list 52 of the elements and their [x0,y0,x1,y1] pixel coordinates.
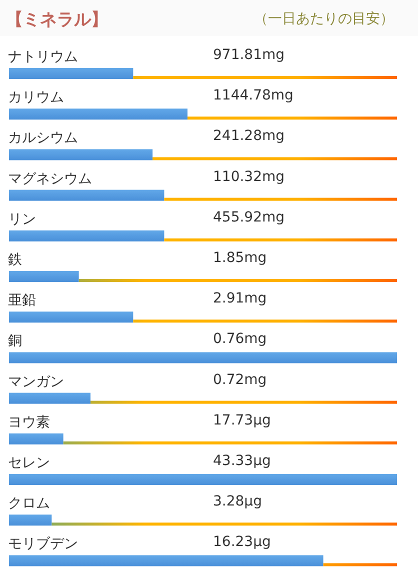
y-tick-label: マンガン [8,374,64,390]
bar [9,474,397,485]
bar [63,441,397,444]
bar [9,514,52,526]
annotation: 110.32mg [213,168,285,185]
annotation: 971.81mg [213,47,285,63]
y-tick-label: セレン [8,455,50,471]
y-tick-label: 亜鉛 [8,292,36,309]
annotation: 17.73μg [213,412,271,428]
bar [9,312,134,323]
annotation: 241.28mg [213,128,285,144]
bar [152,157,397,160]
y-tick-label: ナトリウム [8,49,78,65]
annotation: 455.92mg [213,209,285,226]
annotation: 0.72mg [213,372,267,388]
y-tick-label: カリウム [8,90,64,106]
annotation: 16.23μg [213,534,271,550]
annotation: 3.28μg [213,494,262,510]
annotation: 2.91mg [213,290,267,307]
bar [9,108,188,120]
y-tick-label: 銅 [8,333,22,350]
chart-subtitle: （一日あたりの目安） [254,11,394,27]
chart-title: 【ミネラル】 [6,10,108,30]
bar [323,563,397,566]
bar [9,555,324,566]
annotation: 43.33μg [213,453,271,469]
bar [78,279,397,282]
bar [9,230,164,242]
annotation: 0.76mg [213,331,267,348]
bar [9,271,79,282]
bar [9,149,153,160]
bar [133,76,397,79]
bar [164,198,397,201]
y-tick-label: カルシウム [8,130,78,146]
bar [9,68,134,79]
bar [9,190,164,201]
bar [133,320,397,323]
bar [9,352,397,364]
annotation: 1.85mg [213,250,267,266]
y-tick-label: リン [8,211,36,228]
y-tick-label: 鉄 [8,252,22,268]
bar [9,433,64,444]
annotation: 1144.78mg [213,88,294,104]
bar [52,522,397,526]
y-tick-label: マグネシウム [8,170,92,187]
y-tick-label: クロム [8,496,50,512]
bar [164,238,397,242]
bar [9,392,90,404]
y-tick-label: ヨウ素 [8,414,50,430]
bar [187,116,397,120]
y-tick-label: モリブデン [8,536,78,552]
bar [90,400,397,404]
